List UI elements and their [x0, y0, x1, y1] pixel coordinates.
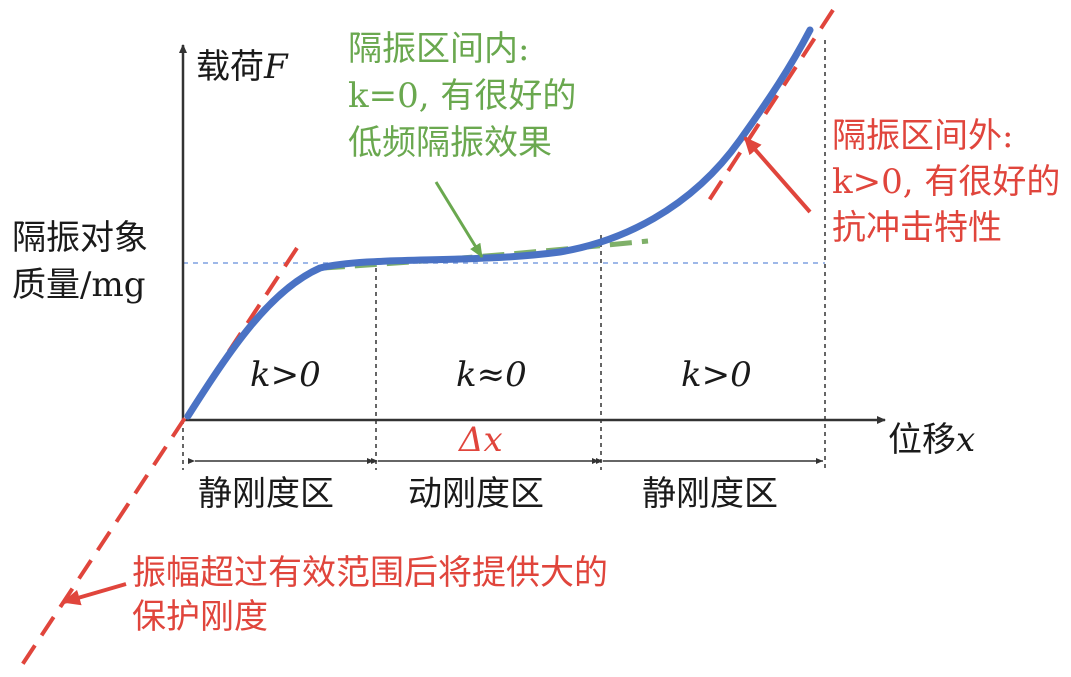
- middle-region-name: 动刚度区: [408, 474, 544, 514]
- inside-annotation-line2: k=0, 有很好的: [348, 76, 576, 116]
- mass-label-line1: 隔振对象: [12, 218, 148, 258]
- delta-x-label: Δx: [457, 420, 503, 460]
- y-axis-label: 载荷F: [196, 47, 289, 87]
- right-region-name: 静刚度区: [642, 474, 778, 514]
- x-axis-label: 位移x: [888, 420, 975, 460]
- protect-annotation-line2: 保护刚度: [132, 597, 268, 637]
- inside-annotation-arrow: [434, 181, 484, 258]
- right-stiffness-label: k>0: [681, 355, 752, 395]
- left-stiffness-label: k>0: [250, 355, 321, 395]
- protect-annotation-line1: 振幅超过有效范围后将提供大的: [132, 553, 608, 593]
- outside-annotation-line3: 抗冲击特性: [832, 208, 1002, 248]
- force-displacement-curve: [184, 26, 814, 420]
- outside-annotation-arrow: [743, 136, 812, 214]
- left-region-name: 静刚度区: [198, 474, 334, 514]
- outside-annotation-line1: 隔振区间外:: [832, 116, 1013, 156]
- outside-annotation-line2: k>0, 有很好的: [832, 162, 1060, 202]
- inside-annotation-line1: 隔振区间内:: [348, 29, 529, 69]
- mass-label-line2: 质量/mg: [12, 265, 145, 305]
- high-stiffness-tangent-right: [704, 8, 835, 207]
- protect-annotation-arrow: [62, 582, 127, 606]
- inside-annotation-line3: 低频隔振效果: [348, 123, 552, 163]
- middle-stiffness-label: k≈0: [456, 355, 527, 395]
